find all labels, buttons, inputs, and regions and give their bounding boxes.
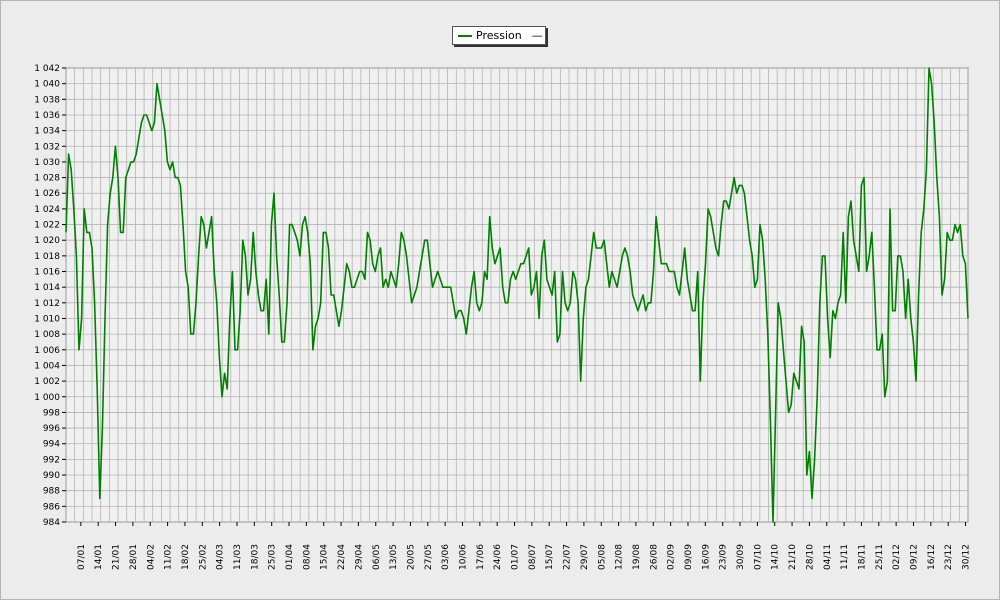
x-tick-label: 12/08 [615,544,625,570]
x-tick-label: 01/04 [285,544,295,570]
x-tick-label: 08/04 [302,544,312,570]
x-tick-label: 04/03 [216,544,226,570]
x-tick-label: 13/05 [389,544,399,570]
x-tick-label: 30/12 [962,544,972,570]
x-tick-label: 02/12 [892,544,902,570]
y-tick-label: 1 000 [34,393,60,403]
y-axis: 984 986 988 990 992 994 996 998 1 000 1 002 1 004 1… [34,64,66,528]
x-tick-label: 18/11 [857,544,867,570]
x-tick-label: 11/03 [233,544,243,570]
x-tick-label: 14/10 [771,544,781,570]
y-tick-label: 1 008 [34,330,60,340]
x-tick-label: 05/08 [597,544,607,570]
y-tick-label: 1 030 [34,158,60,168]
x-tick-label: 08/07 [528,544,538,570]
y-tick-label: 1 012 [34,299,60,309]
x-tick-label: 09/12 [909,544,919,570]
x-tick-label: 07/01 [77,544,87,570]
legend-series-label: Pression [476,29,522,42]
y-tick-label: 992 [43,455,60,465]
x-tick-label: 24/06 [493,544,503,570]
x-tick-label: 11/11 [840,544,850,570]
y-tick-label: 988 [43,487,60,497]
y-tick-label: 1 042 [34,64,60,74]
y-tick-label: 1 002 [34,377,60,387]
x-tick-label: 04/11 [823,544,833,570]
x-tick-label: 18/02 [181,544,191,570]
y-tick-label: 1 026 [34,189,60,199]
x-tick-label: 04/02 [146,544,156,570]
x-tick-label: 28/01 [129,544,139,570]
y-tick-label: 986 [43,502,60,512]
y-tick-label: 1 010 [34,314,60,324]
y-tick-label: 1 028 [34,174,60,184]
y-tick-label: 990 [43,471,60,481]
y-tick-label: 1 018 [34,252,60,262]
y-tick-label: 1 024 [34,205,60,215]
x-tick-label: 11/02 [164,544,174,570]
x-tick-label: 01/07 [511,544,521,570]
y-tick-label: 994 [43,440,60,450]
x-tick-label: 07/10 [753,544,763,570]
x-tick-label: 29/07 [580,544,590,570]
x-tick-label: 30/09 [736,544,746,570]
x-tick-label: 09/09 [684,544,694,570]
x-axis: 07/01 14/01 21/01 28/01 04/02 11/02 18/02 25/02… [77,522,972,570]
x-tick-label: 25/11 [875,544,885,570]
x-tick-label: 18/03 [250,544,260,570]
chart-legend: Pression — [452,26,546,45]
x-tick-label: 21/10 [788,544,798,570]
y-tick-label: 984 [43,518,60,528]
series-line-pression [65,67,969,523]
x-tick-label: 06/05 [372,544,382,570]
y-tick-label: 1 034 [34,127,60,137]
legend-swatch [458,34,472,37]
y-tick-label: 1 016 [34,268,60,278]
x-tick-label: 03/06 [441,544,451,570]
y-tick-label: 1 032 [34,142,60,152]
x-tick-label: 28/10 [805,544,815,570]
x-tick-label: 14/01 [94,544,104,570]
y-tick-label: 1 020 [34,236,60,246]
x-tick-label: 02/09 [667,544,677,570]
x-tick-label: 29/04 [354,544,364,570]
x-tick-label: 26/08 [649,544,659,570]
x-tick-label: 19/08 [632,544,642,570]
y-tick-label: 1 022 [34,221,60,231]
x-tick-label: 23/09 [719,544,729,570]
x-tick-label: 22/04 [337,544,347,570]
x-tick-label: 25/03 [268,544,278,570]
x-tick-label: 10/06 [458,544,468,570]
x-tick-label: 17/06 [476,544,486,570]
y-tick-label: 1 004 [34,361,60,371]
x-tick-label: 27/05 [424,544,434,570]
x-tick-label: 22/07 [563,544,573,570]
x-tick-label: 21/01 [112,544,122,570]
x-tick-label: 20/05 [406,544,416,570]
y-tick-label: 1 006 [34,346,60,356]
y-tick-label: 1 036 [34,111,60,121]
x-tick-label: 15/04 [320,544,330,570]
y-tick-label: 996 [43,424,60,434]
y-tick-label: 1 040 [34,80,60,90]
y-tick-label: 998 [43,408,60,418]
x-tick-label: 16/12 [927,544,937,570]
x-tick-label: 25/02 [198,544,208,570]
y-tick-label: 1 014 [34,283,60,293]
x-tick-label: 23/12 [944,544,954,570]
legend-series-suffix: — [531,29,543,42]
x-tick-label: 16/09 [701,544,711,570]
y-tick-label: 1 038 [34,95,60,105]
x-tick-label: 15/07 [545,544,555,570]
